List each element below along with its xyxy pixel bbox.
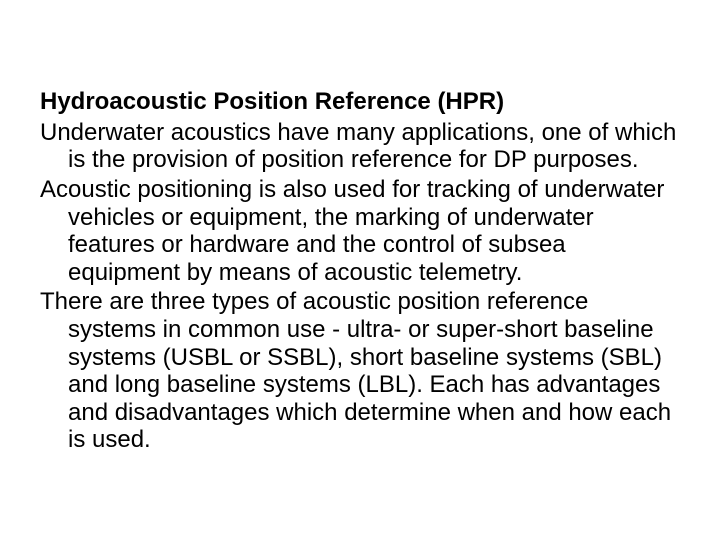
paragraph-2: Acoustic positioning is also used for tr… bbox=[40, 176, 680, 286]
paragraph-3: There are three types of acoustic positi… bbox=[40, 288, 680, 454]
paragraph-1: Underwater acoustics have many applicati… bbox=[40, 119, 680, 174]
slide-heading: Hydroacoustic Position Reference (HPR) bbox=[40, 88, 680, 117]
slide: Hydroacoustic Position Reference (HPR) U… bbox=[0, 0, 720, 540]
